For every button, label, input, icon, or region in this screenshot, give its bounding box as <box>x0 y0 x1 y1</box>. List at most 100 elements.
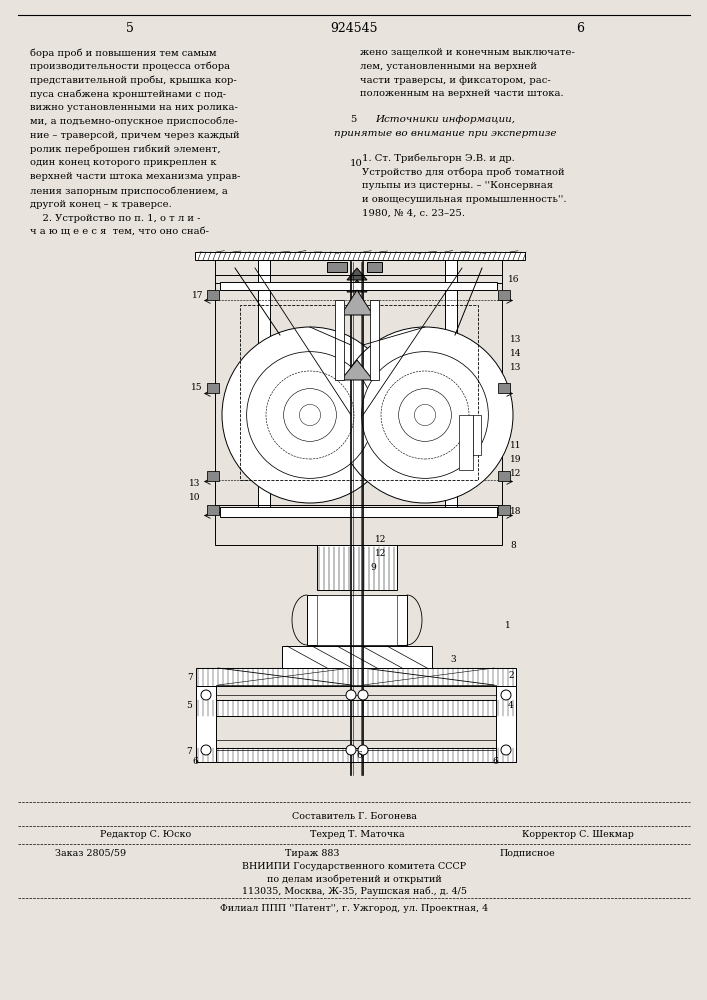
Polygon shape <box>341 290 373 315</box>
Polygon shape <box>341 360 373 380</box>
Text: 13: 13 <box>510 336 521 344</box>
Text: 6: 6 <box>576 21 584 34</box>
Text: 6: 6 <box>492 758 498 766</box>
Text: и овощесушильная промышленность''.: и овощесушильная промышленность''. <box>362 195 566 204</box>
Polygon shape <box>347 280 367 292</box>
Bar <box>207 383 219 393</box>
Text: 12: 12 <box>375 536 386 544</box>
Text: 8: 8 <box>510 540 515 550</box>
Text: 13: 13 <box>189 479 200 488</box>
Text: 19: 19 <box>510 456 522 464</box>
Bar <box>335 300 344 380</box>
Text: пульпы из цистерны. – ''Консервная: пульпы из цистерны. – ''Консервная <box>362 181 553 190</box>
Text: 5: 5 <box>186 700 192 710</box>
Bar <box>216 685 496 695</box>
Circle shape <box>414 404 436 426</box>
Text: другой конец – к траверсе.: другой конец – к траверсе. <box>30 200 172 209</box>
Text: ч а ю щ е е с я  тем, что оно снаб-: ч а ю щ е е с я тем, что оно снаб- <box>30 227 209 236</box>
Text: 113035, Москва, Ж-35, Раушская наб., д. 4/5: 113035, Москва, Ж-35, Раушская наб., д. … <box>242 886 467 896</box>
Text: 10: 10 <box>350 159 363 168</box>
Bar <box>496 686 516 762</box>
Bar <box>258 260 270 510</box>
Text: 5: 5 <box>350 115 356 124</box>
Text: 5: 5 <box>126 21 134 34</box>
Bar <box>498 383 510 393</box>
Circle shape <box>358 745 368 755</box>
Circle shape <box>247 352 373 478</box>
Circle shape <box>381 371 469 459</box>
Bar <box>240 305 478 480</box>
Circle shape <box>266 371 354 459</box>
Circle shape <box>346 690 356 700</box>
Bar <box>498 290 510 300</box>
Text: Устройство для отбора проб томатной: Устройство для отбора проб томатной <box>362 168 565 177</box>
Bar <box>327 262 347 272</box>
Text: 1: 1 <box>505 620 510 630</box>
Text: 6: 6 <box>356 750 362 760</box>
Text: 2: 2 <box>508 670 513 680</box>
Text: Тираж 883: Тираж 883 <box>285 849 339 858</box>
Text: Редактор С. Юско: Редактор С. Юско <box>100 830 192 839</box>
Bar <box>459 415 473 470</box>
Text: 1980, № 4, с. 23–25.: 1980, № 4, с. 23–25. <box>362 209 465 218</box>
Bar <box>367 262 382 272</box>
Circle shape <box>358 690 368 700</box>
Bar <box>196 700 516 716</box>
Text: 17: 17 <box>192 290 203 300</box>
Circle shape <box>201 690 211 700</box>
Text: 1. Ст. Трибельгорн Э.В. и др.: 1. Ст. Трибельгорн Э.В. и др. <box>362 154 515 163</box>
Bar <box>282 646 432 668</box>
Text: 9: 9 <box>370 562 375 572</box>
Text: по делам изобретений и открытий: по делам изобретений и открытий <box>267 874 441 884</box>
Circle shape <box>501 690 511 700</box>
Bar <box>207 290 219 300</box>
Bar <box>317 545 397 590</box>
Circle shape <box>362 352 489 478</box>
Text: верхней части штока механизма управ-: верхней части штока механизма управ- <box>30 172 240 181</box>
Circle shape <box>284 389 337 441</box>
Polygon shape <box>347 268 367 280</box>
Text: 6: 6 <box>192 758 198 766</box>
Text: бора проб и повышения тем самым: бора проб и повышения тем самым <box>30 48 216 57</box>
Circle shape <box>300 404 320 426</box>
Text: 4: 4 <box>508 700 514 710</box>
Bar <box>445 260 457 510</box>
Bar <box>195 252 525 260</box>
Text: 15: 15 <box>192 383 203 392</box>
Text: представительной пробы, крышка кор-: представительной пробы, крышка кор- <box>30 76 237 85</box>
Text: лем, установленными на верхней: лем, установленными на верхней <box>360 62 537 71</box>
Text: 12: 12 <box>510 468 521 478</box>
Text: 7: 7 <box>186 748 192 756</box>
Text: Подписное: Подписное <box>500 849 556 858</box>
Circle shape <box>501 745 511 755</box>
Text: 7: 7 <box>187 674 193 682</box>
Text: ролик переброшен гибкий элемент,: ролик переброшен гибкий элемент, <box>30 145 221 154</box>
Text: производительности процесса отбора: производительности процесса отбора <box>30 62 230 71</box>
Text: 2. Устройство по п. 1, о т л и -: 2. Устройство по п. 1, о т л и - <box>30 214 201 223</box>
Bar <box>196 748 516 762</box>
Text: 10: 10 <box>189 492 200 502</box>
Text: 924545: 924545 <box>330 21 378 34</box>
Text: 11: 11 <box>510 440 522 450</box>
Text: Техред Т. Маточка: Техред Т. Маточка <box>310 830 404 839</box>
Bar <box>307 595 407 645</box>
Text: 3: 3 <box>450 656 455 664</box>
Text: принятые во внимание при экспертизе: принятые во внимание при экспертизе <box>334 129 556 138</box>
Text: 12: 12 <box>375 548 386 558</box>
Bar <box>370 300 379 380</box>
Text: пуса снабжена кронштейнами с под-: пуса снабжена кронштейнами с под- <box>30 89 226 99</box>
Text: Источники информации,: Источники информации, <box>375 115 515 124</box>
Bar <box>220 507 497 517</box>
Text: Заказ 2805/59: Заказ 2805/59 <box>55 849 126 858</box>
Circle shape <box>346 745 356 755</box>
Text: ние – траверсой, причем через каждый: ние – траверсой, причем через каждый <box>30 131 240 140</box>
Circle shape <box>222 327 398 503</box>
Bar <box>498 505 510 515</box>
Circle shape <box>337 327 513 503</box>
Text: 16: 16 <box>508 275 520 284</box>
Text: 18: 18 <box>510 508 522 516</box>
Text: 13: 13 <box>510 363 521 372</box>
Bar <box>215 260 502 545</box>
Text: Филиал ППП ''Патент'', г. Ужгород, ул. Проектная, 4: Филиал ППП ''Патент'', г. Ужгород, ул. П… <box>220 904 488 913</box>
Text: Составитель Г. Богонева: Составитель Г. Богонева <box>291 812 416 821</box>
